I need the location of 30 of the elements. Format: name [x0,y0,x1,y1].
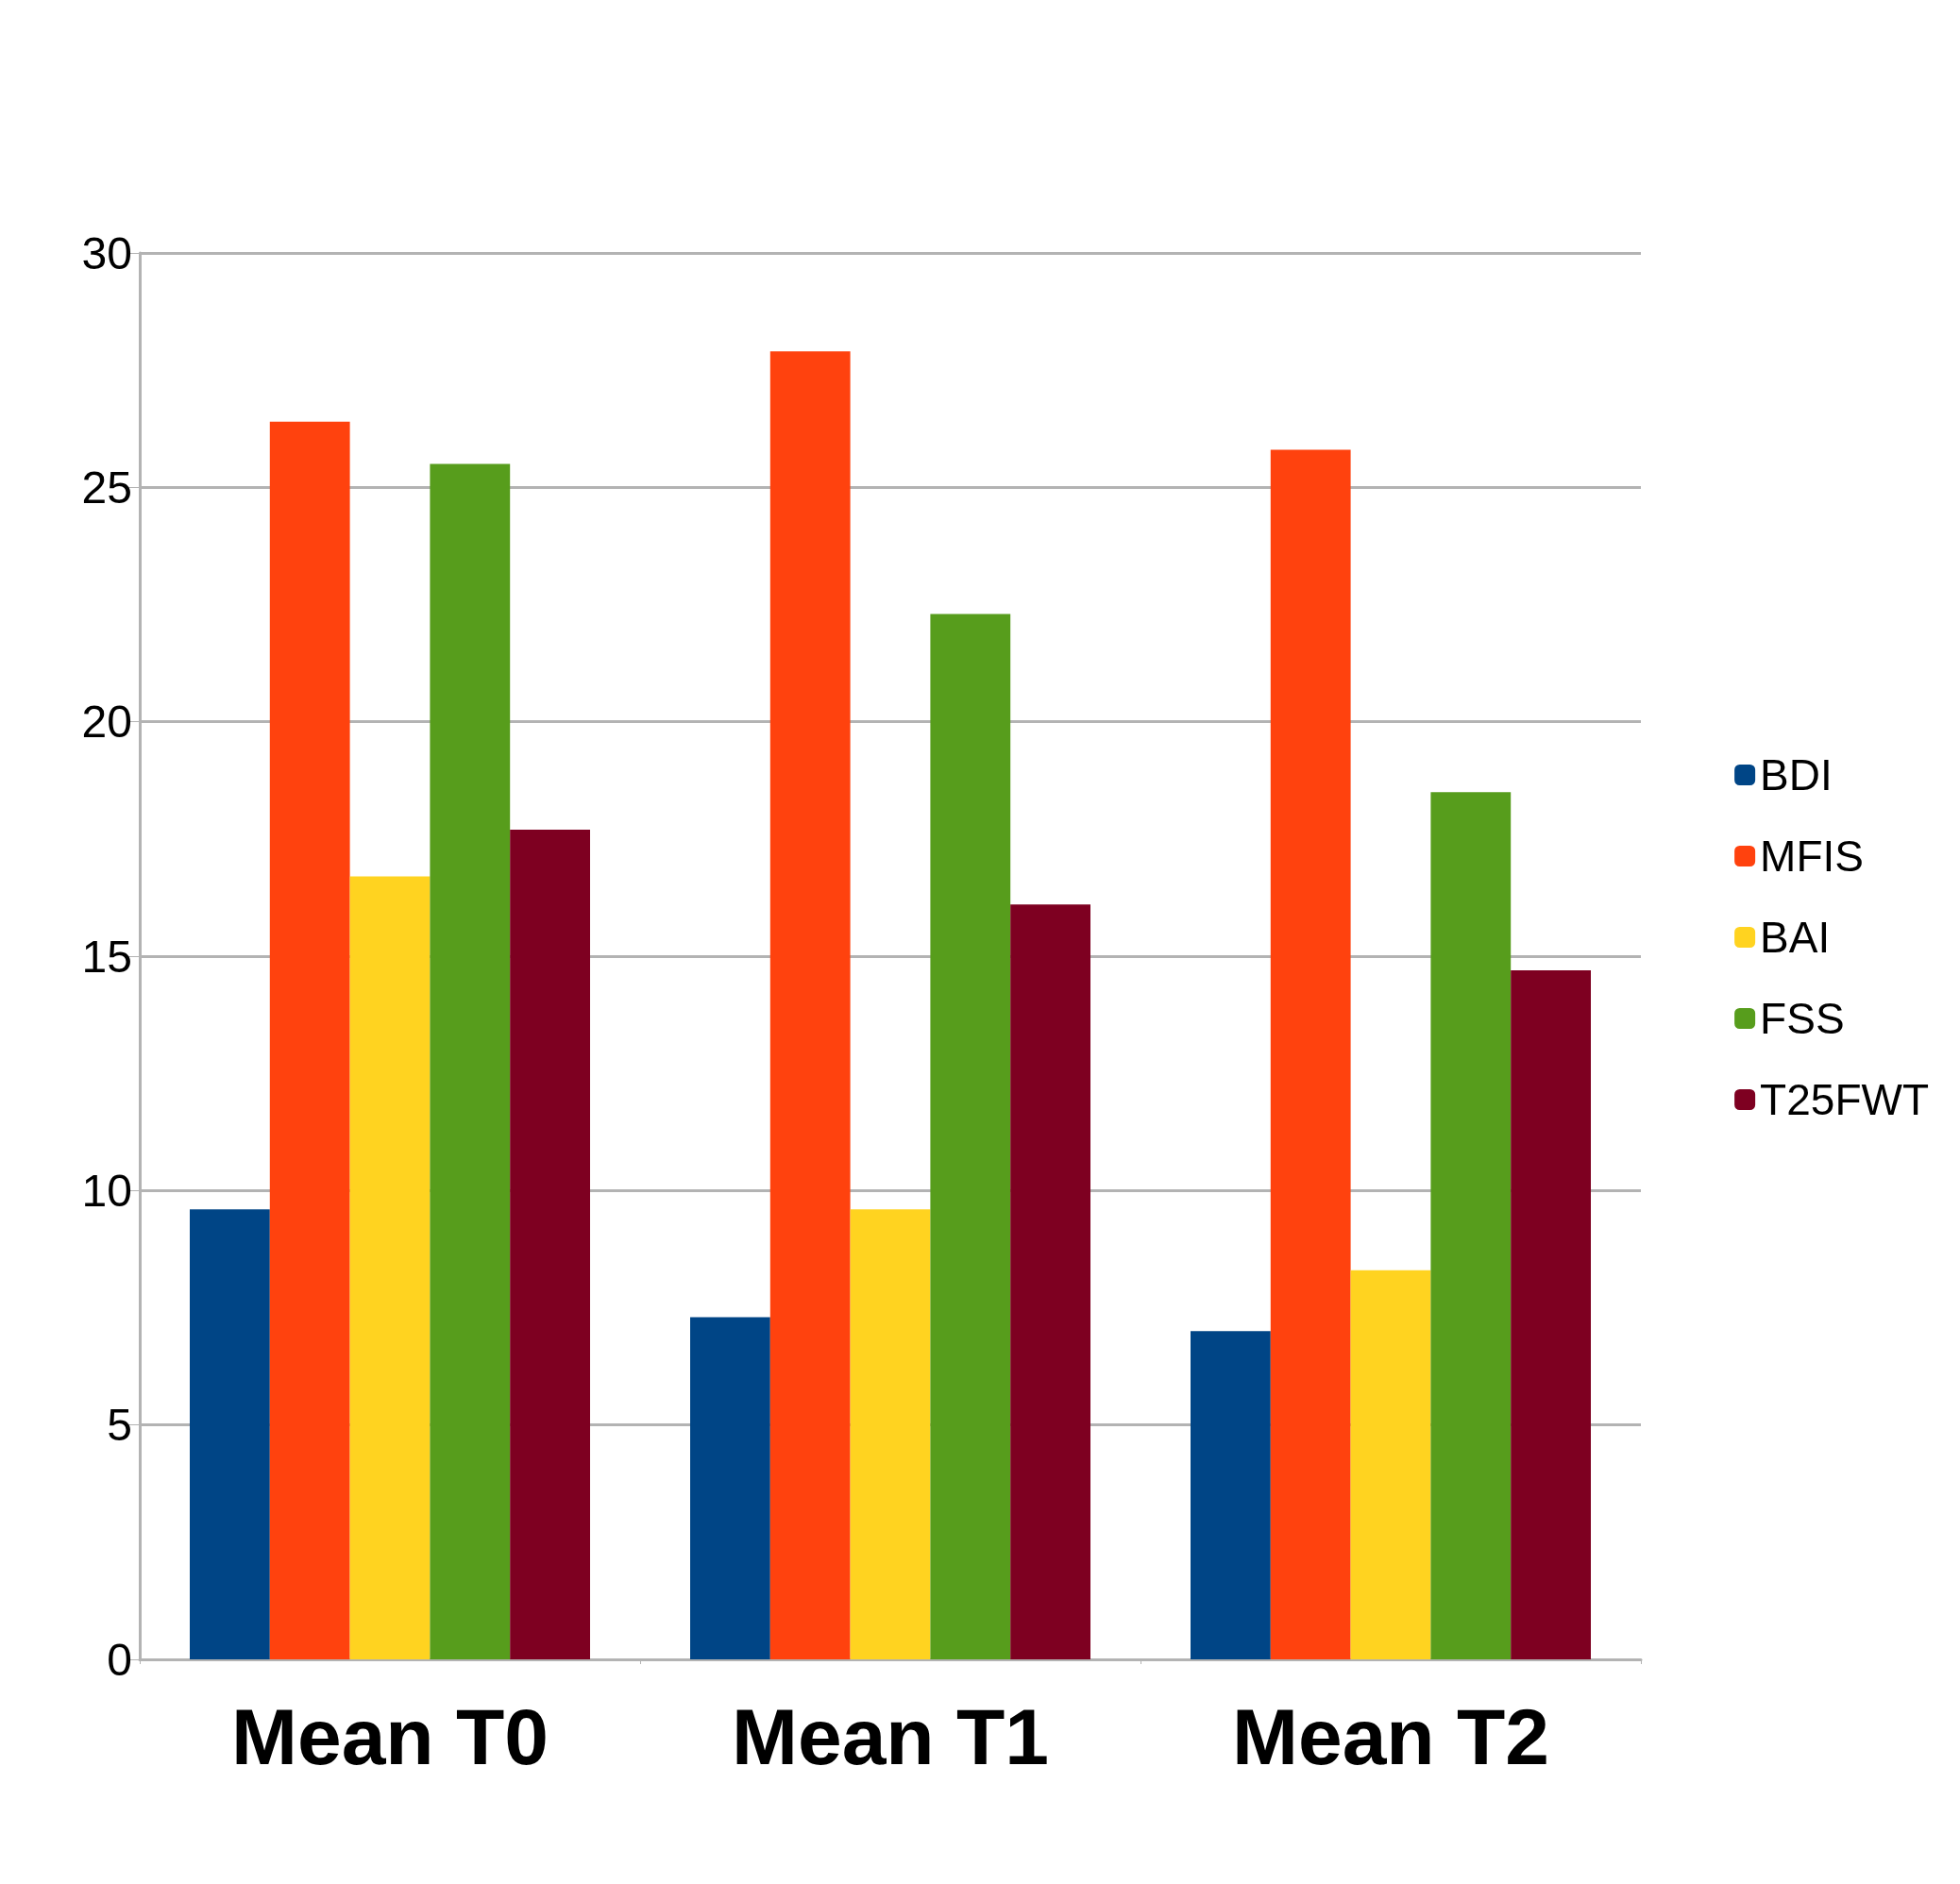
bar [269,421,350,1659]
bar [850,1209,931,1659]
y-tick-label: 30 [81,227,132,278]
bar [1270,449,1351,1659]
bar [769,351,851,1659]
y-tick-label: 25 [81,462,132,513]
y-tick-label: 15 [81,931,132,982]
x-tick-label: Mean T1 [731,1692,1050,1781]
x-tick-label: Mean T0 [230,1692,549,1781]
bar [1010,904,1090,1659]
bar [1430,792,1512,1659]
y-tick-label: 0 [107,1634,132,1685]
bar [1511,969,1591,1659]
legend-label: BDI [1760,750,1833,799]
y-tick-label: 5 [107,1400,132,1451]
bar [1350,1270,1431,1659]
x-tick-label: Mean T2 [1231,1692,1550,1781]
bar [190,1209,270,1659]
legend-label: T25FWT [1760,1075,1930,1124]
legend-label: MFIS [1760,832,1865,881]
bar [510,829,590,1659]
y-tick-label: 20 [81,697,132,748]
bar [930,614,1011,1659]
y-tick-label: 10 [81,1165,132,1216]
bar [430,463,511,1659]
legend-label: FSS [1760,994,1845,1043]
bar [349,876,431,1659]
bar [1191,1331,1271,1659]
bar [690,1317,770,1659]
legend-label: BAI [1760,913,1831,962]
